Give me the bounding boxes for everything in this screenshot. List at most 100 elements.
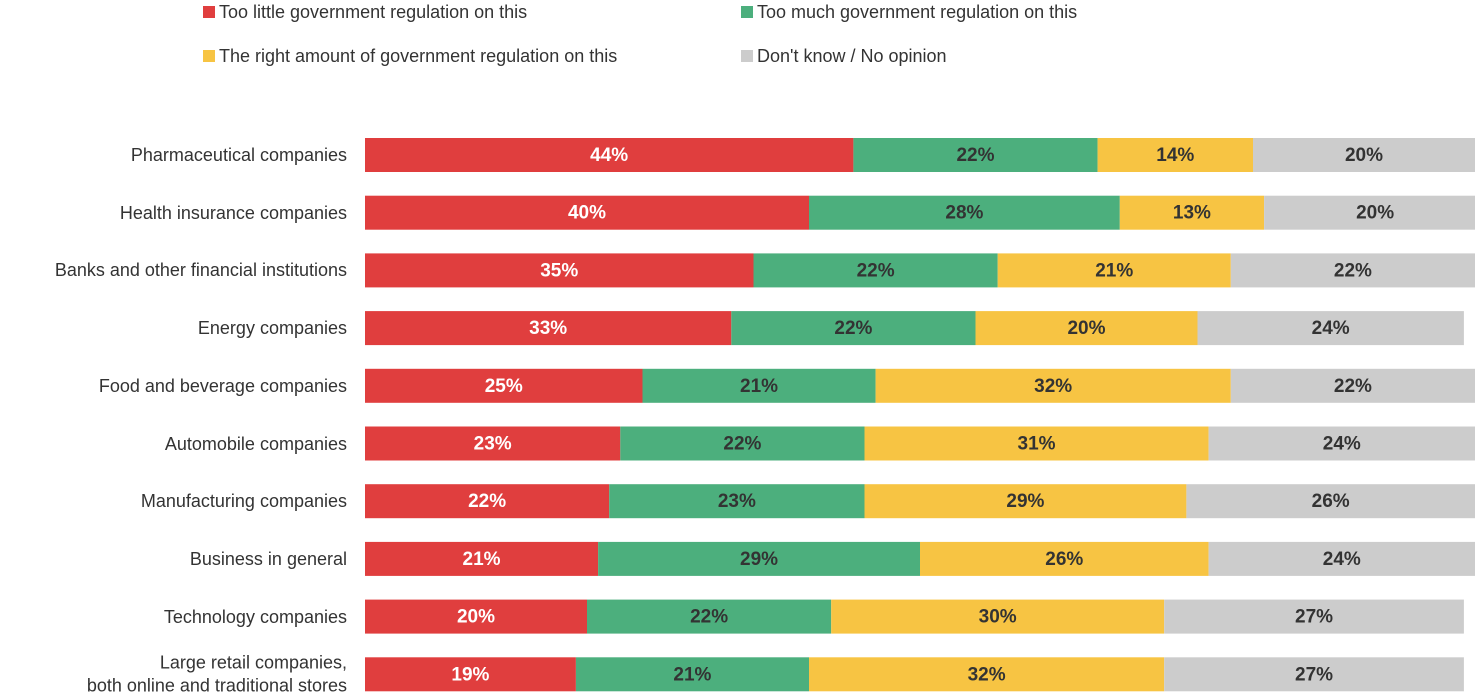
data-label: 13% (1173, 203, 1211, 224)
bar-segment (853, 138, 1098, 172)
data-label: 29% (740, 549, 778, 570)
data-label: 22% (857, 260, 895, 281)
bar-segment (1197, 311, 1464, 346)
category-label: Health insurance companies (119, 202, 347, 223)
data-label: 21% (673, 664, 711, 685)
category-label: Pharmaceutical companies (130, 144, 347, 165)
category-label: Banks and other financial institutions (54, 260, 347, 281)
category-label: Automobile companies (164, 433, 347, 454)
bar-segment (620, 426, 865, 461)
data-label: 22% (956, 145, 994, 166)
bar-segment (809, 657, 1165, 692)
bar-segment (1097, 138, 1253, 172)
data-label: 20% (1356, 203, 1394, 224)
category-label: Large retail companies, both online and … (86, 652, 347, 696)
category-label: Energy companies (197, 317, 347, 338)
bar-segment (1164, 657, 1464, 692)
bar-segment (365, 311, 732, 346)
bar-segment (1253, 138, 1475, 172)
data-label: 32% (1034, 376, 1072, 397)
bar-segment (1230, 368, 1475, 403)
bar-segment (753, 253, 998, 288)
data-label: 33% (529, 318, 567, 339)
data-label: 23% (474, 434, 512, 455)
bar-segment (587, 599, 832, 634)
category-label: Technology companies (163, 606, 347, 627)
data-label: 29% (1006, 491, 1044, 512)
bar-segment (365, 426, 621, 461)
bar-segment (575, 657, 809, 692)
data-label: 24% (1323, 549, 1361, 570)
bar-segment (809, 195, 1120, 230)
bar-segment (1208, 426, 1475, 461)
bar-segment (875, 368, 1231, 403)
category-label: Manufacturing companies (140, 490, 347, 511)
bar-segment (609, 484, 865, 519)
bar-segment (1264, 195, 1475, 230)
data-label: 22% (723, 434, 761, 455)
bar-segment (365, 195, 809, 230)
data-label: 27% (1295, 664, 1333, 685)
legend-swatch (741, 50, 753, 62)
legend-label: Don't know / No opinion (757, 46, 947, 66)
bar-segment (864, 426, 1209, 461)
data-label: 28% (945, 203, 983, 224)
data-label: 23% (718, 491, 756, 512)
bar-segment (1230, 253, 1475, 288)
bar-segment (365, 368, 643, 403)
data-label: 14% (1156, 145, 1194, 166)
legend-label: The right amount of government regulatio… (219, 46, 617, 66)
bar-segment (365, 599, 587, 634)
bar-segment (642, 368, 876, 403)
data-label: 30% (979, 607, 1017, 628)
data-label: 22% (1334, 376, 1372, 397)
data-label: 20% (1345, 145, 1383, 166)
data-label: 26% (1045, 549, 1083, 570)
data-label: 22% (834, 318, 872, 339)
legend-label: Too little government regulation on this (219, 2, 527, 22)
data-label: 20% (1067, 318, 1105, 339)
data-label: 19% (451, 664, 489, 685)
bar-segment (831, 599, 1165, 634)
data-label: 32% (968, 664, 1006, 685)
bar-segment (920, 541, 1209, 576)
data-label: 26% (1312, 491, 1350, 512)
bar-segment (1164, 599, 1464, 634)
data-label: 21% (740, 376, 778, 397)
bar-segment (365, 484, 610, 519)
bar-segment (1208, 541, 1475, 576)
bar-segment (365, 138, 854, 172)
bar-segment (365, 541, 599, 576)
data-label: 27% (1295, 607, 1333, 628)
legend-swatch (203, 6, 215, 18)
category-label: Food and beverage companies (98, 375, 347, 396)
legend-swatch (203, 50, 215, 62)
bar-segment (864, 484, 1187, 519)
bar-segment (975, 311, 1198, 346)
data-label: 31% (1018, 434, 1056, 455)
bar-segment (731, 311, 976, 346)
data-label: 22% (690, 607, 728, 628)
data-label: 35% (540, 260, 578, 281)
bar-segment (598, 541, 920, 576)
bar-segment (1186, 484, 1475, 519)
data-label: 20% (457, 607, 495, 628)
legend-label: Too much government regulation on this (757, 2, 1077, 22)
bar-segment (365, 253, 754, 288)
data-label: 44% (590, 145, 628, 166)
data-label: 24% (1312, 318, 1350, 339)
bar-segment (1119, 195, 1265, 230)
category-label: Business in general (189, 548, 347, 569)
data-label: 25% (485, 376, 523, 397)
data-label: 22% (468, 491, 506, 512)
data-label: 40% (568, 203, 606, 224)
data-label: 21% (463, 549, 501, 570)
bar-segment (365, 657, 576, 692)
data-label: 24% (1323, 434, 1361, 455)
legend-swatch (741, 6, 753, 18)
bar-segment (997, 253, 1231, 288)
data-label: 21% (1095, 260, 1133, 281)
data-label: 22% (1334, 260, 1372, 281)
